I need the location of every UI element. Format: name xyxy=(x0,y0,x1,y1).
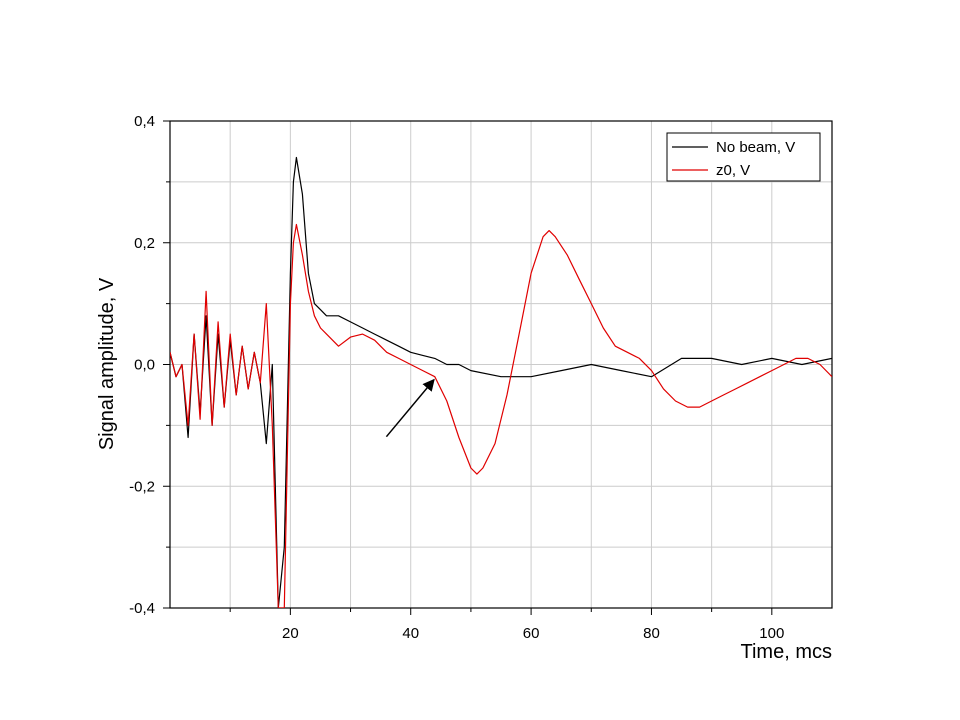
legend: No beam, V z0, V xyxy=(666,132,821,182)
x-tick-label: 40 xyxy=(402,625,419,642)
series-layer xyxy=(170,156,832,608)
x-tick-label: 80 xyxy=(643,625,660,642)
y-axis-title: Signal amplitude, V xyxy=(96,277,118,450)
y-tick-label: -0,4 xyxy=(129,600,155,617)
x-tick-label: 100 xyxy=(759,625,784,642)
y-tick-label: 0,2 xyxy=(134,235,155,252)
x-tick-label: 60 xyxy=(523,625,540,642)
legend-box xyxy=(666,132,821,182)
y-tick-label: -0,2 xyxy=(129,478,155,495)
axis-ticks: 20 40 60 80 100 -0,4 -0,2 0,0 0,2 0,4 xyxy=(129,113,784,642)
annotation-arrow xyxy=(385,378,435,438)
legend-label-z0: z0, V xyxy=(716,162,750,179)
x-tick-label: 20 xyxy=(282,625,299,642)
grid xyxy=(170,121,832,608)
annotation-layer xyxy=(385,378,435,438)
series-line-z0 xyxy=(170,223,832,608)
y-tick-label: 0,4 xyxy=(134,113,155,130)
y-tick-label: 0,0 xyxy=(134,357,155,374)
x-axis-title: Time, mcs xyxy=(741,641,832,663)
series-line-no-beam xyxy=(170,156,832,608)
legend-label-no-beam: No beam, V xyxy=(716,139,795,156)
